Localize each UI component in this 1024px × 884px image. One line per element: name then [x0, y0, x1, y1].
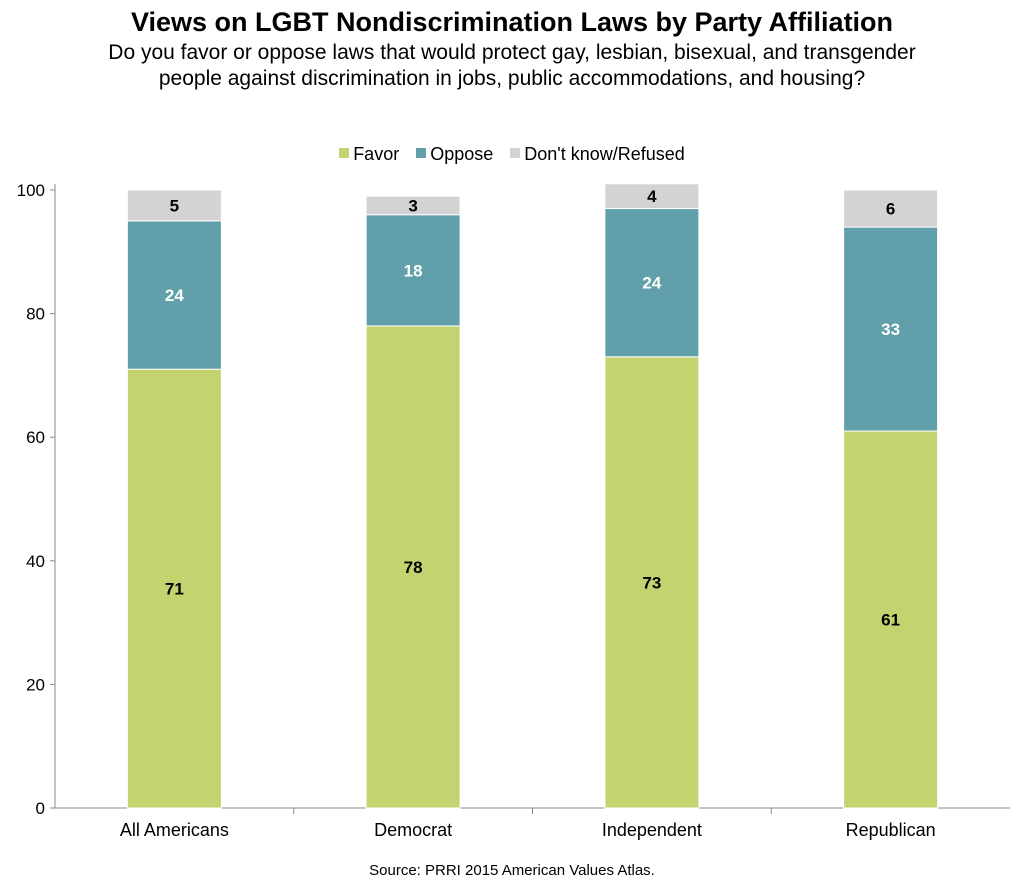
bar-segment [365, 325, 461, 809]
legend-swatch-favor [339, 148, 350, 159]
bar-segment [843, 226, 939, 432]
data-label: 6 [886, 200, 895, 219]
bar-segment [365, 195, 461, 216]
legend-item-favor: Favor [339, 142, 399, 166]
x-tick-label: Democrat [374, 820, 452, 840]
legend-label-dont-know: Don't know/Refused [524, 144, 685, 164]
data-label: 78 [404, 558, 423, 577]
bar-segment [126, 189, 222, 222]
legend-swatch-oppose [416, 148, 427, 159]
x-tick-label: All Americans [120, 820, 229, 840]
y-tick-label: 0 [36, 799, 45, 818]
y-tick-label: 100 [17, 181, 45, 200]
source-note: Source: PRRI 2015 American Values Atlas. [369, 862, 655, 879]
y-tick-label: 80 [26, 305, 45, 324]
data-label: 18 [404, 261, 423, 280]
y-tick-label: 40 [26, 552, 45, 571]
x-tick-label: Independent [602, 820, 702, 840]
chart-subtitle: Do you favor or oppose laws that would p… [108, 41, 916, 90]
bar-segment [604, 208, 700, 358]
data-label: 5 [170, 196, 179, 215]
data-label: 71 [165, 580, 184, 599]
y-tick-label: 20 [26, 675, 45, 694]
data-label: 73 [642, 573, 661, 592]
legend: Favor Oppose Don't know/Refused [0, 142, 1024, 166]
legend-label-oppose: Oppose [430, 144, 494, 164]
data-label: 24 [165, 286, 184, 305]
data-labels: 71 24 5 78 18 3 73 24 4 61 33 6 [165, 187, 900, 629]
y-tick-label: 60 [26, 428, 45, 447]
chart-title: Views on LGBT Nondiscrimination Laws by … [130, 7, 894, 37]
bar-segment [843, 189, 939, 228]
bar-segment [843, 430, 939, 809]
bar-segment [365, 214, 461, 327]
bar-segment [604, 183, 700, 210]
data-label: 33 [881, 320, 900, 339]
data-label: 61 [881, 611, 900, 630]
bars [126, 183, 939, 809]
bar-segment [126, 368, 222, 809]
bar-segment [604, 356, 700, 809]
legend-label-favor: Favor [353, 144, 400, 164]
x-tick-label: Republican [846, 820, 936, 840]
data-label: 24 [642, 274, 661, 293]
legend-swatch-dont-know [510, 148, 521, 159]
legend-item-oppose: Oppose [416, 142, 493, 166]
data-label: 4 [647, 187, 657, 206]
legend-item-dont-know: Don't know/Refused [510, 142, 685, 166]
data-label: 3 [408, 196, 417, 215]
